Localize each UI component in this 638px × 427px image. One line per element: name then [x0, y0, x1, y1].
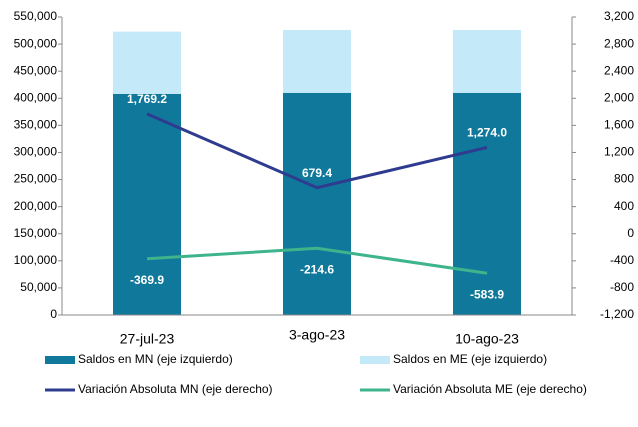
bar	[453, 92, 521, 315]
y2-tick-label: 2,000	[604, 90, 634, 104]
y-tick-label: 50,000	[20, 280, 57, 294]
data-label: 1,274.0	[467, 126, 507, 140]
y2-tick-label: 2,800	[604, 36, 634, 50]
legend-label: Variación Absoluta ME (eje derecho)	[393, 382, 587, 396]
line	[146, 112, 488, 190]
y-tick-label: 500,000	[14, 36, 58, 50]
y-tick-label: 100,000	[14, 253, 58, 267]
legend-label: Variación Absoluta MN (eje derecho)	[78, 382, 273, 396]
y-tick-label: 250,000	[14, 172, 58, 186]
y2-tick-label: 3,200	[604, 9, 634, 23]
data-label: 1,769.2	[127, 92, 167, 106]
y2-tick-label: 1,600	[604, 118, 634, 132]
y-tick-label: 300,000	[14, 145, 58, 159]
y2-tick-label: -1,200	[600, 307, 634, 321]
line	[146, 246, 488, 275]
data-label: -583.9	[470, 287, 504, 301]
legend-label: Saldos en ME (eje izquierdo)	[393, 352, 547, 366]
legend-label: Saldos en MN (eje izquierdo)	[78, 352, 233, 366]
y2-tick-label: 800	[614, 172, 634, 186]
bar	[283, 30, 351, 93]
y-tick-label: 550,000	[14, 9, 58, 23]
x-tick-label: 3-ago-23	[289, 327, 345, 343]
data-label: 679.4	[302, 166, 332, 180]
y2-tick-label: 0	[627, 226, 634, 240]
y-tick-label: 200,000	[14, 199, 58, 213]
y2-tick-label: -400	[610, 253, 634, 267]
y-tick-label: 0	[50, 307, 57, 321]
y2-tick-label: 1,200	[604, 145, 634, 159]
x-tick-label: 27-jul-23	[120, 331, 175, 347]
legend-swatch	[360, 356, 390, 364]
data-label: -214.6	[300, 262, 334, 276]
bar	[113, 93, 181, 316]
y-tick-label: 350,000	[14, 118, 58, 132]
legend-swatch	[45, 356, 75, 364]
data-label: -369.9	[130, 273, 164, 287]
bar	[113, 31, 181, 94]
y2-tick-label: 2,400	[604, 63, 634, 77]
y2-tick-label: 400	[614, 199, 634, 213]
y-tick-label: 400,000	[14, 90, 58, 104]
bar	[283, 92, 351, 315]
y-tick-label: 150,000	[14, 226, 58, 240]
bar	[453, 30, 521, 93]
y2-tick-label: -800	[610, 280, 634, 294]
y-tick-label: 450,000	[14, 63, 58, 77]
x-tick-label: 10-ago-23	[455, 331, 519, 347]
